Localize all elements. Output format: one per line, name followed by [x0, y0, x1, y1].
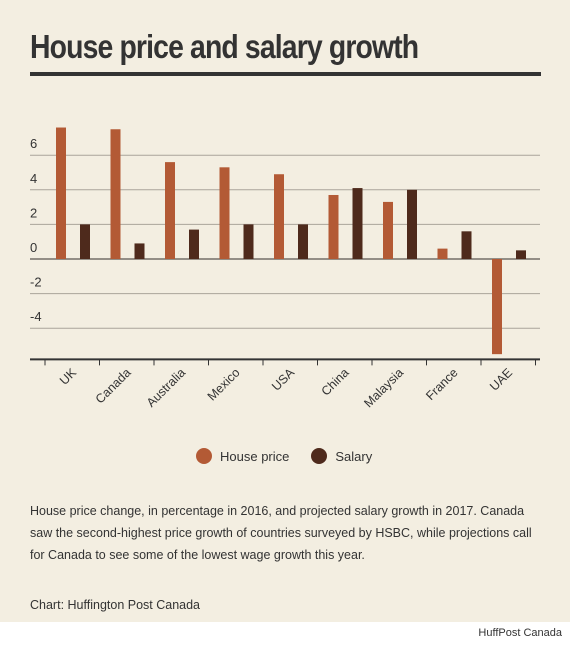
x-tick-label: UK [57, 365, 80, 388]
bar-house-price-canada [110, 129, 121, 259]
bar-house-price-malaysia [383, 201, 393, 259]
chart-title: House price and salary growth [30, 28, 419, 65]
x-tick-label: Australia [144, 366, 188, 410]
x-tick-label: Canada [93, 366, 134, 407]
x-axis: UK Canada Australia Mexico USA China Malaysia F… [30, 358, 540, 411]
y-tick-label: 6 [30, 136, 37, 151]
bar-salary-china [352, 188, 363, 259]
legend: House price Salary [196, 448, 394, 464]
title-underline [30, 72, 541, 76]
bar-house-price-france [437, 248, 448, 259]
bar-salary-australia [189, 229, 199, 259]
legend-label-house-price: House price [220, 448, 290, 464]
bar-chart: -4 -2 0 2 4 6 UK Canada Australia Mexico USA China… [30, 127, 540, 411]
legend-swatch-house-price [196, 448, 212, 464]
bar-house-price-china [328, 194, 339, 259]
bar-house-price-uae [492, 259, 502, 355]
y-tick-label: -2 [30, 275, 42, 290]
bar-salary-malaysia [407, 189, 417, 259]
chart-credit: Chart: Huffington Post Canada [30, 598, 201, 612]
legend-label-salary: Salary [335, 448, 373, 464]
x-tick-label: France [423, 366, 460, 403]
legend-item-house-price: House price [196, 448, 289, 464]
x-tick-label: Mexico [205, 366, 243, 404]
chart-card: House price and salary growth -4 -2 0 2 4 6 U… [0, 0, 570, 622]
legend-item-salary: Salary [311, 448, 372, 464]
bar-house-price-australia [165, 162, 175, 259]
x-tick-label: China [319, 366, 352, 399]
y-tick-label: 0 [30, 240, 37, 255]
bar-house-price-mexico [219, 167, 230, 259]
x-tick-label: UAE [487, 366, 515, 394]
bar-house-price-usa [274, 174, 284, 259]
bar-salary-mexico [243, 224, 254, 259]
chart-caption: House price change, in percentage in 201… [30, 504, 532, 562]
x-tick-label: Malaysia [361, 366, 406, 411]
y-tick-label: 4 [30, 171, 37, 186]
bar-salary-uae [516, 250, 526, 259]
y-tick-label: 2 [30, 205, 37, 220]
x-tick-label: USA [269, 365, 298, 394]
y-axis-ticks: -4 -2 0 2 4 6 [30, 136, 42, 324]
source-attribution: HuffPost Canada [478, 627, 562, 639]
bar-salary-usa [298, 224, 308, 259]
y-tick-label: -4 [30, 309, 42, 324]
bar-salary-france [461, 231, 472, 259]
bar-salary-uk [80, 224, 90, 259]
bars [56, 127, 526, 355]
bar-house-price-uk [56, 127, 66, 260]
legend-swatch-salary [311, 448, 328, 464]
bar-salary-canada [134, 243, 145, 259]
